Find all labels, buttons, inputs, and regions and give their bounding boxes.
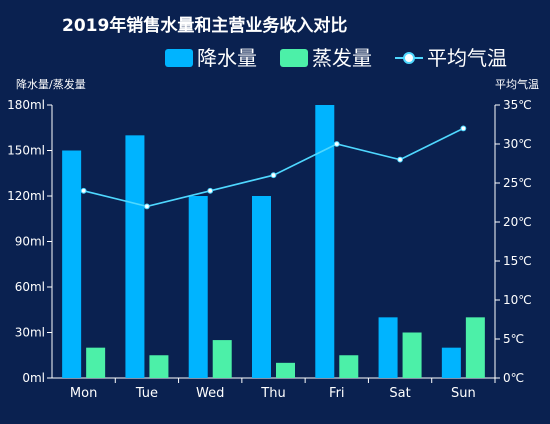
bar-1[interactable]	[125, 135, 145, 378]
x-tick-label: Mon	[70, 386, 97, 401]
bar-2[interactable]	[86, 347, 106, 378]
y-axis-left-label: 降水量/蒸发量	[16, 77, 86, 91]
legend-label: 降水量	[197, 46, 257, 70]
y-left-tick-label: 180ml	[7, 98, 45, 112]
y-right-tick-label: 5℃	[503, 332, 524, 346]
y-left-tick-label: 120ml	[7, 189, 45, 203]
bar-2[interactable]	[402, 332, 422, 379]
legend-item[interactable]: 降水量	[165, 46, 257, 70]
y-right-tick-label: 10℃	[503, 293, 532, 307]
y-left-tick-label: 0ml	[22, 371, 45, 385]
bar-2[interactable]	[276, 362, 295, 378]
line-point[interactable]	[207, 187, 214, 194]
line-point[interactable]	[270, 172, 277, 179]
line-point[interactable]	[460, 125, 467, 132]
line-series-group	[80, 125, 467, 210]
y-right-tick-label: 30℃	[503, 137, 532, 151]
y-right-tick-label: 20℃	[503, 215, 532, 229]
y-right-tick-label: 15℃	[503, 254, 532, 268]
y-left-tick-label: 30ml	[15, 326, 45, 340]
bar-1[interactable]	[441, 347, 461, 378]
y-right-tick-label: 35℃	[503, 98, 532, 112]
bar-2[interactable]	[465, 317, 485, 378]
x-tick-label: Thu	[260, 386, 285, 401]
x-tick-label: Fri	[329, 386, 345, 401]
bar-1[interactable]	[378, 317, 398, 378]
line-point[interactable]	[80, 187, 87, 194]
y-right-tick-label: 0℃	[503, 371, 524, 385]
legend-item[interactable]: 蒸发量	[280, 46, 372, 70]
chart-title: 2019年销售水量和主营业务收入对比	[62, 15, 347, 36]
line-point[interactable]	[333, 141, 340, 147]
legend-swatch-point	[403, 52, 415, 64]
bar-2[interactable]	[149, 355, 169, 378]
y-left-tick-label: 60ml	[15, 280, 45, 294]
legend-swatch-bar	[165, 49, 193, 67]
bar-1[interactable]	[188, 196, 208, 378]
line-point[interactable]	[397, 156, 403, 163]
y-axis-right-label: 平均气温	[495, 77, 539, 91]
y-left-tick-label: 90ml	[15, 235, 45, 249]
bar-1[interactable]	[252, 196, 271, 378]
y-right-tick-label: 25℃	[503, 176, 532, 190]
x-tick-label: Tue	[135, 386, 158, 401]
bar-series-group	[62, 105, 485, 378]
legend-swatch-bar	[280, 49, 308, 67]
line-point[interactable]	[144, 203, 150, 210]
bar-2[interactable]	[339, 355, 359, 378]
legend-item[interactable]: 平均气温	[395, 46, 507, 70]
bar-2[interactable]	[212, 340, 232, 378]
x-tick-label: Sun	[451, 386, 476, 401]
x-tick-label: Sat	[389, 386, 410, 401]
bar-1[interactable]	[315, 105, 335, 378]
chart-legend[interactable]: 降水量 蒸发量 平均气温	[165, 46, 507, 70]
bar-1[interactable]	[62, 150, 82, 379]
y-left-tick-label: 150ml	[7, 144, 45, 158]
x-tick-label: Wed	[196, 386, 224, 401]
legend-label: 平均气温	[427, 46, 507, 70]
chart-axes: 0ml 30ml 60ml 90ml 120ml 150ml 180ml 0℃ 5℃ 10℃ 15℃…	[7, 98, 532, 401]
legend-label: 蒸发量	[312, 46, 372, 70]
